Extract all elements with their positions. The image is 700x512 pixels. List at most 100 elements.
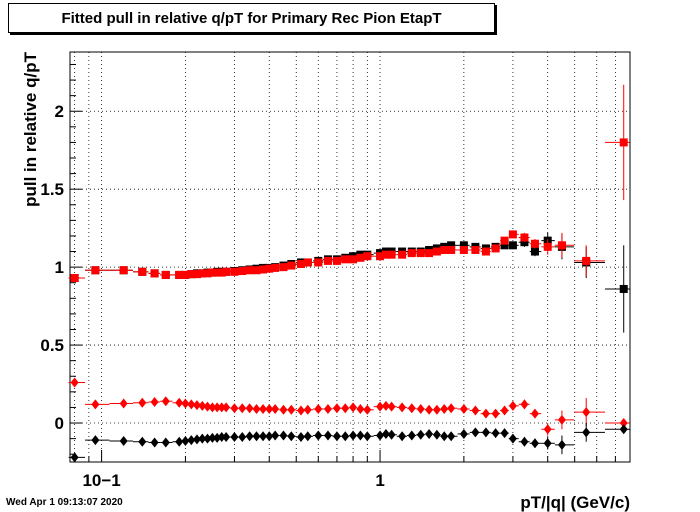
data-point — [530, 239, 539, 248]
data-point — [314, 430, 323, 441]
data-point — [287, 261, 296, 270]
data-point — [150, 437, 159, 448]
axes: 0 0.5 1 1.5 2 10−1 1 — [40, 63, 616, 490]
data-point — [471, 427, 480, 438]
data-point — [323, 403, 332, 414]
data-point — [259, 431, 268, 442]
data-point — [619, 418, 628, 429]
data-point — [187, 435, 196, 446]
series-3 — [68, 423, 630, 463]
data-point — [459, 403, 468, 414]
data-point — [491, 408, 500, 419]
data-point — [181, 435, 190, 446]
data-point — [440, 403, 449, 414]
data-point — [187, 270, 196, 279]
data-point — [381, 250, 390, 259]
data-point — [582, 407, 591, 418]
data-point — [520, 233, 529, 242]
data-point — [363, 404, 372, 415]
data-point — [407, 403, 416, 414]
data-point — [530, 438, 539, 449]
data-point — [222, 267, 231, 276]
data-point — [314, 403, 323, 414]
data-point — [530, 408, 539, 419]
data-point — [500, 241, 509, 250]
data-point — [279, 263, 288, 272]
data-point — [296, 405, 305, 416]
data-point — [279, 430, 288, 441]
data-point — [543, 438, 552, 449]
data-point — [416, 429, 425, 440]
series-2 — [68, 377, 630, 436]
data-point — [459, 428, 468, 439]
data-point — [238, 432, 247, 443]
data-point — [192, 400, 201, 411]
data-point — [356, 430, 365, 441]
data-point — [208, 402, 217, 413]
data-point — [192, 270, 201, 279]
data-point — [557, 241, 566, 250]
data-marks — [68, 84, 630, 463]
data-point — [119, 266, 128, 275]
data-point — [296, 260, 305, 269]
data-point — [459, 245, 468, 254]
data-point — [287, 404, 296, 415]
data-point — [416, 249, 425, 258]
data-point — [376, 252, 385, 261]
y-tick-label: 0.5 — [40, 336, 64, 355]
x-tick-label: 1 — [375, 471, 384, 490]
y-tick-label: 1.5 — [40, 180, 64, 199]
data-point — [332, 431, 341, 442]
data-point — [287, 431, 296, 442]
data-point — [303, 404, 312, 415]
data-point — [356, 403, 365, 414]
data-point — [245, 266, 254, 275]
data-point — [582, 427, 591, 438]
data-point — [70, 274, 79, 283]
data-point — [252, 403, 261, 414]
data-point — [582, 256, 591, 265]
data-point — [217, 402, 226, 413]
data-point — [161, 437, 170, 448]
data-point — [208, 432, 217, 443]
data-point — [259, 403, 268, 414]
data-point — [416, 403, 425, 414]
data-point — [279, 404, 288, 415]
data-point — [432, 404, 441, 415]
series-1 — [68, 84, 630, 283]
data-point — [381, 428, 390, 439]
data-point — [203, 433, 212, 444]
data-point — [213, 402, 222, 413]
data-point — [440, 245, 449, 254]
data-point — [356, 253, 365, 262]
data-point — [323, 430, 332, 441]
data-point — [508, 400, 517, 411]
data-point — [332, 256, 341, 265]
data-point — [376, 430, 385, 441]
data-point — [265, 403, 274, 414]
data-point — [222, 432, 231, 443]
data-point — [230, 267, 239, 276]
data-point — [471, 405, 480, 416]
data-point — [387, 250, 396, 259]
chart-title: Fitted pull in relative q/pT for Primary… — [61, 10, 442, 27]
data-point — [91, 266, 100, 275]
y-tick-label: 2 — [55, 102, 64, 121]
y-axis-title: pull in relative q/pT — [21, 51, 40, 207]
data-point — [398, 431, 407, 442]
data-point — [619, 424, 628, 435]
data-point — [303, 431, 312, 442]
data-point — [508, 230, 517, 239]
data-point — [70, 377, 79, 388]
data-point — [181, 270, 190, 279]
data-point — [138, 267, 147, 276]
data-point — [323, 256, 332, 265]
data-point — [425, 428, 434, 439]
data-point — [349, 255, 358, 264]
data-point — [70, 452, 79, 463]
data-point — [425, 404, 434, 415]
data-point — [119, 398, 128, 409]
data-point — [332, 403, 341, 414]
data-point — [138, 397, 147, 408]
data-point — [341, 431, 350, 442]
